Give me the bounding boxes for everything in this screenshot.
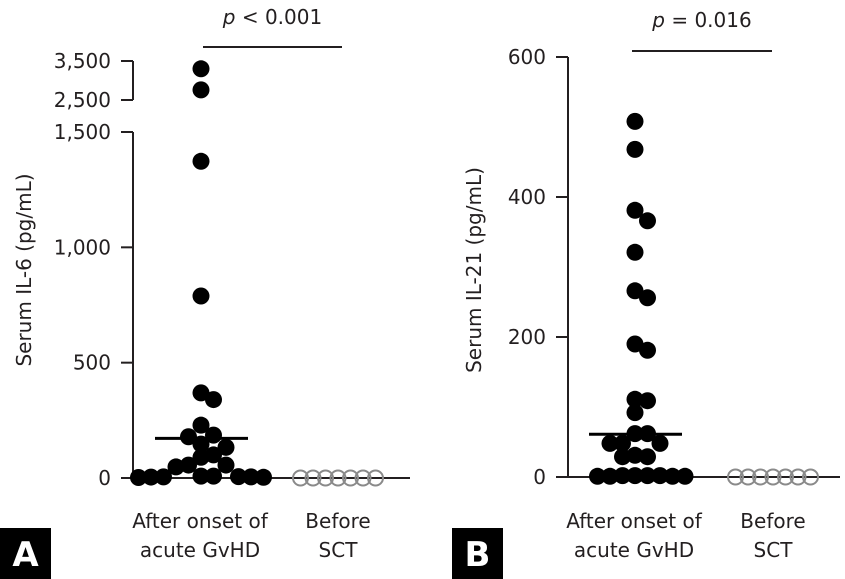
x-category-label: acute GvHD	[574, 538, 694, 562]
y-tick-label: 400	[508, 185, 546, 209]
data-point	[130, 469, 147, 487]
data-point	[601, 434, 619, 452]
data-point-open	[317, 469, 334, 487]
panel-label: B	[465, 535, 491, 575]
x-category-label: SCT	[754, 538, 794, 562]
data-point	[614, 467, 631, 485]
panel-label-box	[0, 528, 51, 579]
y-tick-label: 600	[508, 45, 546, 69]
data-point	[626, 140, 644, 158]
data-point	[589, 467, 606, 485]
data-point	[205, 467, 222, 485]
x-category-label: SCT	[319, 538, 359, 562]
data-point	[626, 467, 644, 485]
y-axis-label: Serum IL-21 (pg/mL)	[462, 167, 486, 373]
data-point-open	[752, 468, 769, 486]
data-point	[192, 448, 210, 466]
data-point-open	[292, 469, 309, 487]
data-point	[676, 467, 694, 485]
x-category-label: After onset of	[132, 509, 268, 533]
data-point	[639, 289, 656, 307]
data-point	[601, 467, 619, 485]
y-tick-label: 3,500	[54, 49, 111, 73]
p-value-annotation: p = 0.016	[651, 8, 751, 32]
data-point	[142, 468, 160, 486]
data-point	[639, 467, 656, 485]
y-tick-label: 0	[533, 465, 546, 489]
panel-label-box	[452, 528, 503, 579]
y-axis-label: Serum IL-6 (pg/mL)	[12, 173, 36, 366]
data-point	[180, 428, 197, 446]
data-point	[626, 282, 644, 300]
data-point	[626, 390, 644, 408]
data-point	[626, 112, 644, 130]
data-point	[192, 287, 210, 305]
p-symbol: p	[651, 8, 665, 32]
data-point	[664, 467, 681, 485]
data-point	[614, 434, 631, 452]
data-point	[192, 81, 210, 99]
data-point	[626, 335, 644, 353]
data-point	[205, 391, 222, 409]
data-point	[192, 435, 210, 453]
data-point-open	[354, 469, 372, 487]
data-point-open	[304, 469, 322, 487]
data-point-open	[342, 469, 359, 487]
data-point	[230, 468, 247, 486]
data-point-open	[727, 468, 744, 486]
x-category-label: acute GvHD	[140, 538, 260, 562]
x-category-label: Before	[740, 509, 805, 533]
data-point	[626, 404, 644, 422]
y-tick-label: 0	[98, 466, 111, 490]
data-point	[651, 434, 669, 452]
data-point	[155, 468, 172, 486]
data-point	[180, 456, 197, 474]
y-tick-label: 2,500	[54, 88, 111, 112]
p-value-annotation: p < 0.001	[222, 5, 322, 29]
data-point	[639, 448, 656, 466]
data-point	[639, 392, 656, 410]
data-point	[192, 152, 210, 170]
data-point	[626, 201, 644, 219]
data-point	[192, 384, 210, 402]
data-point	[217, 456, 235, 474]
data-point	[192, 60, 210, 78]
data-point-open	[764, 468, 782, 486]
data-point-open	[367, 469, 384, 487]
data-point	[217, 438, 235, 456]
data-point	[626, 243, 644, 261]
y-tick-label: 200	[508, 325, 546, 349]
data-point-open	[802, 468, 819, 486]
data-point-open	[777, 468, 794, 486]
data-point-open	[739, 468, 757, 486]
data-point	[614, 448, 631, 466]
data-point	[626, 446, 644, 464]
y-tick-label: 1,500	[54, 120, 111, 144]
p-symbol: p	[222, 5, 236, 29]
data-point	[242, 468, 260, 486]
panel-label: A	[12, 535, 39, 575]
x-category-label: Before	[305, 509, 370, 533]
data-point	[192, 416, 210, 434]
data-point	[639, 341, 656, 359]
data-point-open	[789, 468, 807, 486]
data-point	[651, 467, 669, 485]
data-point-open	[329, 469, 347, 487]
data-point	[167, 458, 185, 476]
data-point	[639, 212, 656, 230]
x-category-label: After onset of	[566, 509, 702, 533]
data-point	[192, 467, 210, 485]
y-tick-label: 500	[73, 351, 111, 375]
y-tick-label: 1,000	[54, 235, 111, 259]
data-point	[255, 468, 272, 486]
